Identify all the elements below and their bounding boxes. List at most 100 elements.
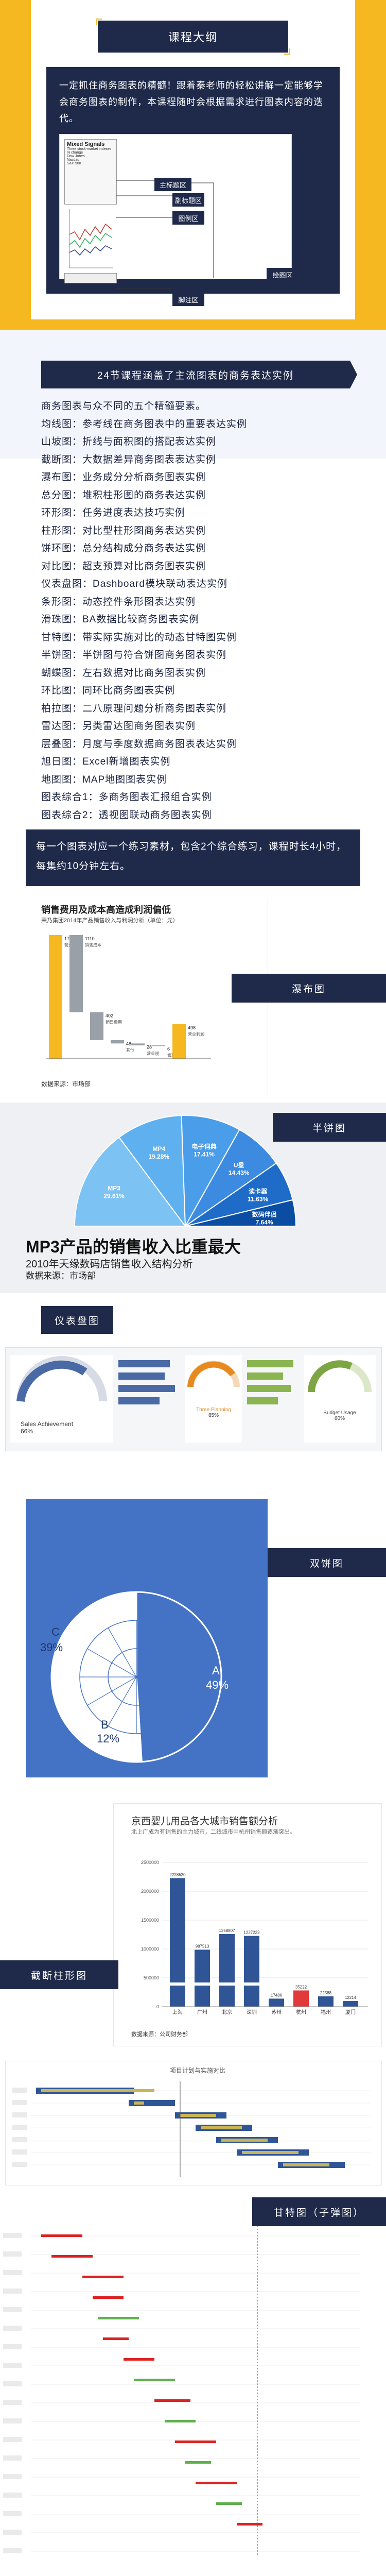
doublepie-a-pct: 49% <box>206 1679 229 1691</box>
brokenbar-category-label: 苏州 <box>271 2009 282 2015</box>
halfpie-slice-value: 19.28% <box>148 1153 169 1160</box>
brokenbar-category-label: 深圳 <box>247 2009 257 2015</box>
doublepie-slice <box>50 1591 137 1744</box>
brokenbar-subtitle: 北上广成为有销售的主力城市，二线城市中杭州销售额逐渐突出。 <box>131 1829 295 1835</box>
halfpie-slice <box>185 1199 297 1227</box>
halfpie-subtitle: 2010年天缘数码店销售收入结构分析 <box>26 1259 193 1270</box>
lesson-item: 图表综合1：多商务图表汇报组合实例 <box>41 792 212 803</box>
halfpie-footnote: 数据来源：市场部 <box>26 1271 96 1281</box>
mini-chart-note-box <box>64 273 117 283</box>
brokenbar-break-mark <box>218 1982 236 1986</box>
waterfall-step-label: 其他 <box>126 1047 134 1053</box>
doublepie-spoke <box>87 1676 137 1706</box>
brokenbar-bar <box>170 1878 185 2007</box>
brokenbar-bar <box>244 1936 259 2007</box>
region-tag-legend: 图例区 <box>172 211 204 225</box>
brokenbar-tick-label: 0 <box>156 2004 159 2009</box>
lesson-item: 层叠图：月度与季度数据商务图表表达实例 <box>41 738 237 750</box>
brokenbar-bar <box>269 1998 284 2007</box>
gantt-task-label-box <box>3 2548 22 2553</box>
gantt-frame-2 <box>0 2190 386 2571</box>
lesson-item: 柱形图：对比型柱形图商务表达实例 <box>41 525 206 536</box>
lesson-item: 截断图：大数据差异商务图表表达实例 <box>41 454 217 465</box>
lesson-item: 环形图：任务进度表达技巧实例 <box>41 507 186 518</box>
gantt-task-label-box <box>3 2418 22 2424</box>
lesson-item: 条形图：动态控件条形图表达实例 <box>41 596 196 607</box>
waterfall-label: 瀑布图 <box>232 974 386 1003</box>
gauge-bars-panel <box>247 1355 299 1443</box>
mini-chart-card: Mixed Signals Three stock-market indexes… <box>64 139 117 205</box>
gauge-dial <box>308 1360 372 1393</box>
brokenbar-category-label: 福州 <box>321 2009 331 2015</box>
gauge-value: 60% <box>334 1416 345 1421</box>
mini-chart-card-line: Nasdaq <box>67 158 80 162</box>
outline-intro: 一定抓住商务图表的精髓！跟着秦老师的轻松讲解一定能够学会商务图表的制作，本课程随… <box>59 80 323 124</box>
waterfall-value-label: 28 <box>147 1044 152 1049</box>
gantt-task-label-box <box>12 2162 27 2167</box>
waterfall-bar <box>172 1024 186 1059</box>
lessons-footer-text: 每一个图表对应一个练习素材，包含2个综合练习，课程时长4小时，每集约10分钟左右… <box>36 841 347 872</box>
brokenbar-bar <box>318 1996 334 2007</box>
brokenbar-title: 京西婴儿用品各大城市销售额分析 <box>131 1816 278 1827</box>
waterfall-step-label: 营业利润 <box>188 1031 204 1037</box>
brokenbar-tick-label: 2000000 <box>141 1889 159 1894</box>
waterfall-step-label: 营业税 <box>147 1050 159 1056</box>
gantt-progress-bar <box>124 2358 154 2361</box>
gantt-progress-bar <box>41 2234 82 2237</box>
brokenbar-break-mark <box>243 1982 260 1986</box>
lesson-item: 柏拉图：二八原理问题分析商务图表实例 <box>41 703 227 714</box>
brokenbar-value-label: 987513 <box>196 1944 209 1948</box>
brokenbar-category-label: 北京 <box>222 2009 232 2015</box>
brokenbar-break-mark <box>194 1982 211 1986</box>
halfpie-slice-value: 14.43% <box>229 1170 250 1177</box>
gantt-task-label-box <box>12 2137 27 2142</box>
doublepie-spoke <box>136 1628 165 1677</box>
brokenbar-bar <box>293 1990 309 2007</box>
waterfall-bar <box>69 935 83 1012</box>
waterfall-chart: 1780营业收入1110销售成本402销售费用48其他28营业税6管理费用498… <box>46 935 211 1059</box>
gantt-progress-bar <box>103 2337 129 2340</box>
gantt-task-label-box <box>3 2381 22 2386</box>
mini-chart-card-title: Mixed Signals <box>67 141 105 147</box>
halfpie-slice-name: 数码伴侣 <box>252 1210 277 1218</box>
doublepie-c-pct: 39% <box>40 1641 63 1654</box>
gauge-bar <box>247 1385 291 1392</box>
gauge-bar <box>247 1397 278 1404</box>
brokenbar-bar <box>343 2001 358 2007</box>
doublepie-spoke <box>108 1628 137 1677</box>
halfpie-slice-value: 11.63% <box>248 1195 268 1202</box>
halfpie-slice-value: 7.64% <box>256 1218 273 1226</box>
lesson-item: 饼环图：总分结构成分商务表达实例 <box>41 543 206 554</box>
gauge-value: 66% <box>21 1428 33 1435</box>
brokenbar-category-label: 广州 <box>197 2009 207 2015</box>
brokenbar-tick-label: 1500000 <box>141 1918 159 1923</box>
gantt-task-label-box <box>3 2344 22 2349</box>
brokenbar-footnote: 数据来源：公司财务部 <box>131 2031 188 2038</box>
gauge-name: Budget Usage <box>323 1410 356 1416</box>
region-tag-plot: 绘图区 <box>267 268 299 281</box>
gantt-task-label-box <box>3 2493 22 2498</box>
gantt-progress-bar <box>216 2502 242 2505</box>
gantt-progress-bar <box>154 2399 190 2402</box>
waterfall-bar <box>49 935 62 1059</box>
brokenbar-bar <box>219 1934 235 2007</box>
waterfall-bar <box>111 1040 124 1044</box>
gantt-actual-bar <box>180 2114 216 2117</box>
gantt-actual-bar <box>221 2139 268 2142</box>
lesson-item: 瀑布图：业务成分分析商务图表实例 <box>41 472 206 483</box>
lesson-list: 商务图表与众不同的五个精髓要素。 均线图：参考线在商务图表中的重要表达实例 山坡… <box>41 398 360 824</box>
waterfall-value-label: 402 <box>106 1013 113 1019</box>
gantt-title: 项目计划与实施对比 <box>170 2067 226 2074</box>
brokenbar-chart: 0 500000 1000000 1500000 2000000 2500000 22285… <box>141 1860 368 2015</box>
gauge-bar <box>247 1360 293 1367</box>
brokenbar-value-label: 1227223 <box>243 1930 260 1935</box>
lesson-item: 甘特图：带实际实施对比的动态甘特图实例 <box>41 632 237 643</box>
brokenbar-value-label: 22588 <box>320 1991 332 1995</box>
brokenbar-tick-label: 500000 <box>144 1975 159 1980</box>
brokenbar-label: 截断柱形图 <box>0 1960 118 1989</box>
gantt-task-label-box <box>12 2088 27 2093</box>
gantt-label: 甘特图（子弹图） <box>252 2197 386 2226</box>
gantt-actual-bar <box>201 2126 242 2129</box>
region-tag-subtitle: 副标题区 <box>172 193 204 207</box>
